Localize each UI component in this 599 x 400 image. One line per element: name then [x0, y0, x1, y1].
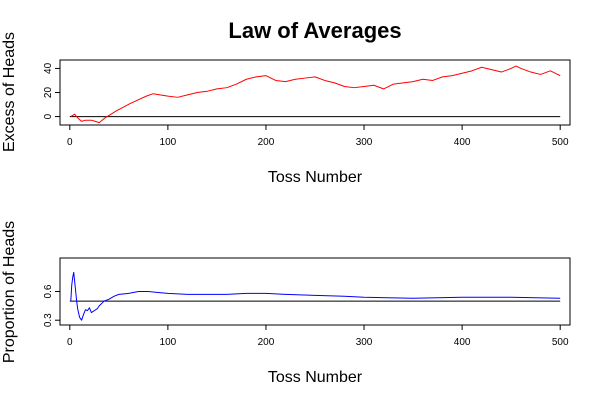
x-axis-label: Toss Number: [268, 169, 363, 186]
x-tick-label: 200: [258, 137, 275, 148]
series-group: [70, 65, 561, 124]
x-tick-label: 400: [454, 337, 471, 348]
y-axis-ticks: 0 20 40: [43, 62, 60, 119]
x-tick-label: 500: [552, 337, 569, 348]
y-tick-label: 0.6: [43, 284, 54, 298]
x-axis-ticks: 0 100 200 300 400 500: [67, 125, 569, 148]
y-tick-label: 40: [43, 62, 54, 74]
x-axis-ticks: 0 100 200 300 400 500: [67, 325, 569, 348]
x-axis-label: Toss Number: [268, 369, 363, 386]
chart-title: Law of Averages: [228, 18, 401, 43]
y-axis-ticks: 0.3 0.6: [43, 284, 60, 327]
y-axis-label: Proportion of Heads: [1, 221, 18, 363]
x-tick-label: 400: [454, 137, 471, 148]
proportion-of-heads-panel: 0 100 200 300 400 500 0.3 0.6 Toss Number Prop…: [1, 221, 571, 386]
x-tick-label: 100: [160, 137, 177, 148]
x-tick-label: 500: [552, 137, 569, 148]
x-tick-label: 100: [160, 337, 177, 348]
x-tick-label: 300: [356, 137, 373, 148]
y-axis-label: Excess of Heads: [1, 32, 18, 152]
series-line-0: [70, 271, 561, 321]
y-tick-label: 0: [43, 113, 54, 119]
series-group: [70, 271, 561, 321]
x-tick-label: 0: [67, 137, 73, 148]
excess-of-heads-panel: 0 100 200 300 400 500 0 20 40 Toss Number Exces…: [1, 32, 571, 186]
series-line-0: [70, 65, 561, 124]
y-tick-label: 20: [43, 87, 54, 99]
y-tick-label: 0.3: [43, 313, 54, 327]
x-tick-label: 300: [356, 337, 373, 348]
x-tick-label: 200: [258, 337, 275, 348]
x-tick-label: 0: [67, 337, 73, 348]
